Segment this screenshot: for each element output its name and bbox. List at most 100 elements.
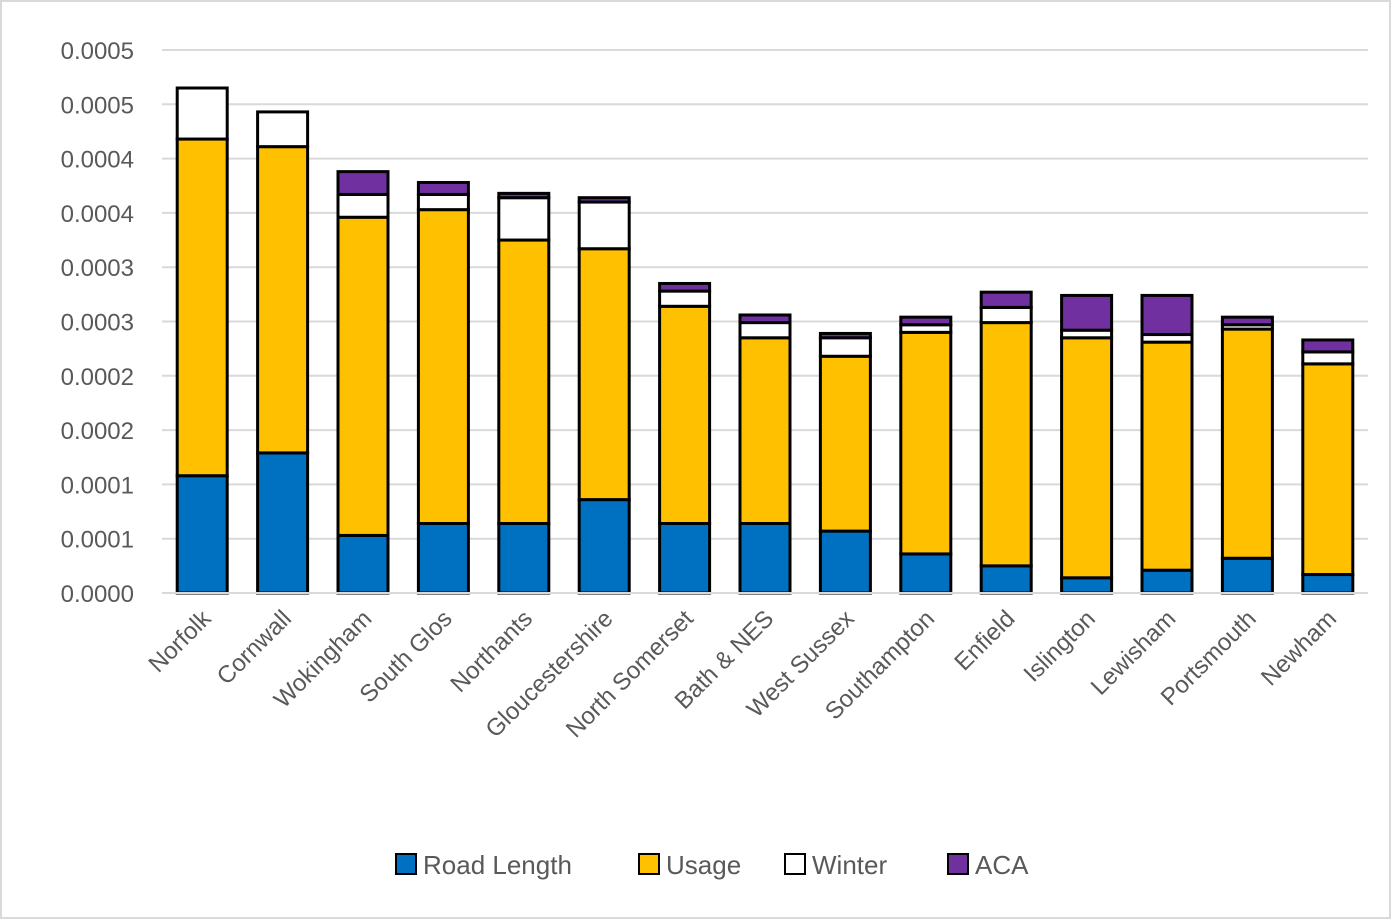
- legend-swatch: [395, 853, 417, 875]
- legend-label: Road Length: [423, 850, 572, 880]
- bar-segment-road-length: [497, 521, 551, 595]
- bar-stack: [175, 86, 229, 595]
- legend-item: Winter: [784, 850, 887, 880]
- bar-segment-winter: [738, 321, 792, 340]
- bar-segment-winter: [1301, 350, 1355, 366]
- bar-segment-aca: [899, 315, 953, 327]
- bar-segment-usage: [899, 330, 953, 556]
- bar-segment-road-length: [1140, 568, 1194, 595]
- bar-segment-road-length: [577, 498, 631, 595]
- y-axis-tick-labels: 0.0000 0.0001 0.0001 0.0002 0.0002 0.0003 0.00…: [61, 38, 134, 608]
- bar-segment-aca: [1220, 315, 1274, 327]
- bar-segment-winter: [256, 110, 310, 149]
- bar-stack: [738, 313, 792, 595]
- bar-segment-winter: [497, 196, 551, 242]
- bar-stack: [256, 110, 310, 595]
- bar-segment-aca: [1140, 293, 1194, 337]
- bar-segment-winter: [577, 200, 631, 251]
- bar-segment-road-length: [416, 521, 470, 595]
- bar-segment-winter: [336, 192, 390, 219]
- x-category-label: Islington: [1019, 605, 1101, 687]
- bar-stack: [1301, 338, 1355, 595]
- legend-label: ACA: [975, 850, 1029, 880]
- bar-segment-usage: [577, 247, 631, 502]
- bar-segment-road-length: [899, 552, 953, 595]
- legend-label: Usage: [666, 850, 741, 880]
- bar-segment-winter: [658, 289, 712, 308]
- bar-segment-usage: [1301, 362, 1355, 577]
- bar-segment-winter: [175, 86, 229, 141]
- bar-segment-usage: [738, 336, 792, 525]
- bar-segment-usage: [497, 238, 551, 525]
- bar-segment-aca: [497, 191, 551, 200]
- bar-segment-aca: [1301, 338, 1355, 354]
- x-category-label: Enfield: [949, 605, 1020, 676]
- y-tick-label: 0.0005: [61, 38, 134, 65]
- bars: [175, 86, 1355, 595]
- bar-segment-winter: [416, 192, 470, 212]
- bar-segment-usage: [336, 215, 390, 537]
- y-tick-label: 0.0003: [61, 255, 134, 282]
- y-tick-label: 0.0004: [61, 201, 134, 228]
- y-tick-label: 0.0002: [61, 418, 134, 445]
- bar-segment-usage: [416, 208, 470, 525]
- bar-segment-aca: [577, 196, 631, 204]
- bar-segment-aca: [336, 170, 390, 196]
- bar-segment-road-length: [738, 521, 792, 595]
- bar-segment-aca: [658, 281, 712, 293]
- bar-stack: [1060, 293, 1114, 595]
- bar-stack: [899, 315, 953, 595]
- bar-segment-road-length: [175, 474, 229, 595]
- y-tick-label: 0.0001: [61, 472, 134, 499]
- bar-segment-usage: [1220, 327, 1274, 560]
- y-tick-label: 0.0000: [61, 581, 134, 608]
- legend-item: Usage: [638, 850, 741, 880]
- bar-segment-road-length: [1220, 556, 1274, 595]
- bar-segment-usage: [979, 321, 1033, 568]
- bar-segment-aca: [979, 290, 1033, 309]
- legend-swatch: [947, 853, 969, 875]
- y-tick-label: 0.0005: [61, 92, 134, 119]
- bar-segment-aca: [1060, 293, 1114, 332]
- bar-segment-road-length: [336, 533, 390, 595]
- y-tick-label: 0.0004: [61, 147, 134, 174]
- bar-segment-road-length: [1060, 576, 1114, 595]
- bar-segment-road-length: [1301, 573, 1355, 595]
- bar-segment-road-length: [658, 521, 712, 595]
- legend: Road Length Usage Winter ACA: [395, 850, 1029, 880]
- bar-segment-usage: [175, 137, 229, 478]
- bar-segment-aca: [738, 313, 792, 325]
- bar-segment-usage: [658, 304, 712, 525]
- bar-stack: [1220, 315, 1274, 595]
- bar-stack: [979, 290, 1033, 595]
- bar-stack: [577, 196, 631, 595]
- x-category-label: Norfolk: [144, 604, 218, 678]
- bar-segment-winter: [979, 305, 1033, 325]
- bar-stack: [336, 170, 390, 595]
- bar-stack: [818, 331, 872, 595]
- bar-segment-road-length: [979, 564, 1033, 595]
- y-tick-label: 0.0002: [61, 364, 134, 391]
- bar-stack: [416, 180, 470, 595]
- bar-segment-winter: [818, 336, 872, 358]
- bar-segment-aca: [416, 180, 470, 196]
- legend-label: Winter: [812, 850, 887, 880]
- bar-stack: [658, 281, 712, 595]
- legend-item: Road Length: [395, 850, 572, 880]
- bar-segment-usage: [818, 354, 872, 533]
- legend-swatch: [784, 853, 806, 875]
- bar-stack: [497, 191, 551, 595]
- bar-segment-aca: [818, 331, 872, 340]
- x-category-label: Newham: [1256, 605, 1342, 691]
- bar-segment-usage: [1140, 340, 1194, 572]
- bar-segment-road-length: [256, 451, 310, 595]
- legend-swatch: [638, 853, 660, 875]
- y-tick-label: 0.0001: [61, 527, 134, 554]
- bar-segment-usage: [256, 145, 310, 455]
- y-tick-label: 0.0003: [61, 310, 134, 337]
- bar-stack: [1140, 293, 1194, 595]
- bar-segment-road-length: [818, 529, 872, 595]
